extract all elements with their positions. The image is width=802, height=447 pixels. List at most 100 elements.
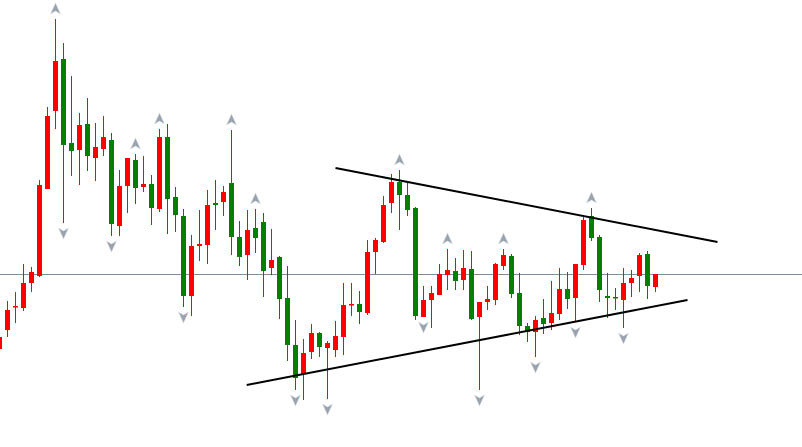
candle-rising	[221, 186, 226, 216]
candle-rising	[0, 337, 2, 349]
candle-body	[549, 313, 554, 323]
candle-rising	[21, 264, 26, 311]
candle-rising	[77, 113, 82, 185]
candle-rising	[621, 268, 626, 328]
candle-body	[637, 255, 642, 276]
candle-falling	[293, 320, 298, 390]
fractal-up-arrow-icon	[49, 2, 62, 15]
fractal-down-arrow-icon	[569, 326, 582, 339]
candle-rising	[389, 174, 394, 213]
candle-body	[445, 270, 450, 275]
candle-body	[301, 353, 306, 374]
candle-falling	[589, 208, 594, 241]
fractal-up-arrow-icon	[249, 192, 262, 205]
candle-body	[437, 274, 442, 295]
candle-body	[0, 337, 2, 349]
candle-body	[645, 254, 650, 286]
candle-rising	[341, 283, 346, 355]
candle-rising	[437, 264, 442, 295]
candle-body	[341, 305, 346, 337]
candle-body	[597, 237, 602, 290]
candle-body	[269, 260, 274, 268]
fractal-up-arrow-icon	[441, 232, 454, 245]
candle-rising	[461, 250, 466, 290]
candle-rising	[269, 229, 274, 275]
candle-rising	[157, 129, 162, 212]
candle-rising	[101, 116, 106, 156]
candle-falling	[61, 43, 66, 223]
fractal-up-arrow-icon	[129, 137, 142, 150]
candle-body	[181, 216, 186, 296]
candle-rising	[653, 274, 658, 292]
candle-falling	[469, 251, 474, 320]
candle-rising	[493, 263, 498, 305]
candle-body	[45, 116, 50, 189]
candle-rising	[477, 302, 482, 390]
candle-body	[525, 326, 530, 332]
candle-body	[389, 182, 394, 203]
candle-falling	[357, 291, 362, 324]
candle-body	[93, 147, 98, 158]
candle-falling	[645, 251, 650, 299]
candle-body	[653, 274, 658, 287]
candle-falling	[277, 256, 282, 319]
fractal-down-arrow-icon	[473, 394, 486, 407]
candle-body	[261, 222, 266, 271]
candle-rising	[533, 316, 538, 357]
candle-body	[381, 205, 386, 242]
fractal-down-arrow-icon	[321, 403, 334, 416]
candle-body	[357, 304, 362, 312]
candle-falling	[261, 213, 266, 297]
candle-falling	[133, 154, 138, 204]
candle-rising	[37, 180, 42, 277]
trendline-upper[interactable]	[335, 167, 718, 243]
candle-body	[621, 283, 626, 300]
fractal-up-arrow-icon	[393, 153, 406, 166]
candle-rising	[53, 19, 58, 129]
candle-falling	[525, 323, 530, 342]
fractal-down-arrow-icon	[105, 240, 118, 253]
candle-body	[493, 264, 498, 300]
candle-rising	[29, 267, 34, 292]
candle-falling	[181, 209, 186, 307]
candle-falling	[173, 187, 178, 232]
candle-rising	[349, 283, 354, 316]
fractal-up-arrow-icon	[225, 113, 238, 126]
candle-body	[325, 343, 330, 348]
candle-rising	[373, 238, 378, 274]
candle-falling	[109, 133, 114, 236]
candle-falling	[613, 288, 618, 310]
candle-body	[517, 293, 522, 326]
candle-body	[581, 220, 586, 265]
candle-body	[541, 318, 546, 324]
candle-body	[429, 293, 434, 300]
candle-rising	[245, 210, 250, 280]
candle-rising	[581, 215, 586, 270]
candle-body	[213, 203, 218, 205]
candle-body	[333, 336, 338, 350]
candle-rising	[197, 210, 202, 261]
candle-body	[85, 124, 90, 156]
candle-falling	[565, 272, 570, 309]
candle-rising	[301, 339, 306, 400]
candle-body	[229, 183, 234, 237]
fractal-down-arrow-icon	[289, 394, 302, 407]
candle-body	[613, 297, 618, 299]
candle-rising	[381, 196, 386, 243]
trendline-lower[interactable]	[246, 299, 688, 386]
fractal-up-arrow-icon	[153, 112, 166, 125]
candle-body	[453, 271, 458, 281]
candle-body	[5, 310, 10, 330]
fractal-down-arrow-icon	[617, 332, 630, 345]
candle-body	[253, 228, 258, 238]
candle-body	[125, 158, 130, 186]
candle-body	[557, 289, 562, 314]
candle-rising	[125, 158, 130, 213]
candle-body	[461, 268, 466, 280]
trendlines-layer	[246, 167, 718, 386]
candle-falling	[517, 273, 522, 335]
candle-falling	[597, 235, 602, 302]
candle-rising	[429, 286, 434, 328]
candle-body	[365, 252, 370, 313]
